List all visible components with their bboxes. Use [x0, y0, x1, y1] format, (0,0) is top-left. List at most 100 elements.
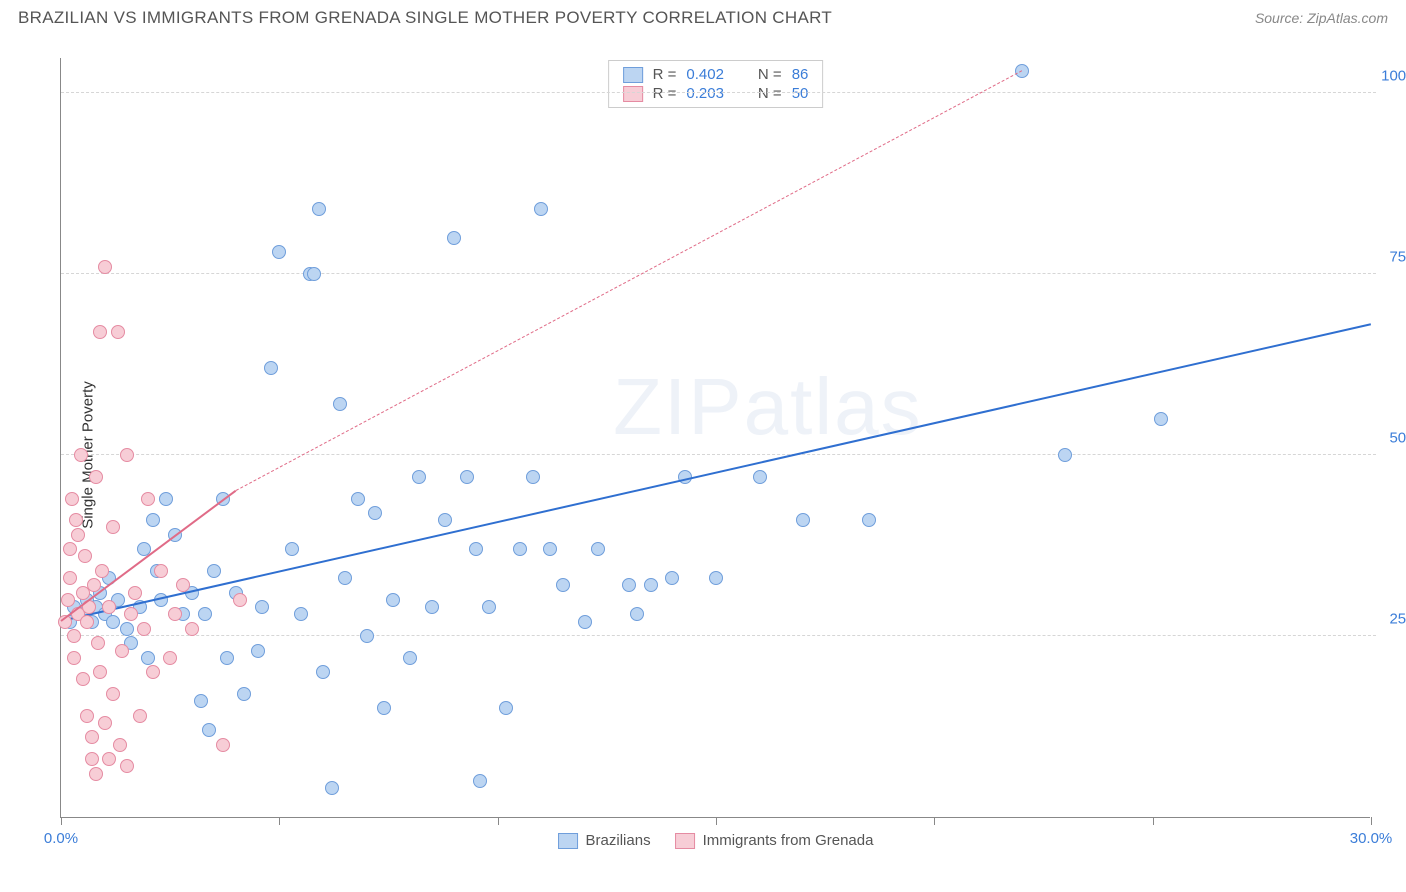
data-point — [78, 549, 92, 563]
data-point — [482, 600, 496, 614]
x-tick-label: 30.0% — [1350, 830, 1393, 847]
data-point — [120, 759, 134, 773]
legend-n-value: 50 — [792, 85, 809, 102]
data-point — [294, 607, 308, 621]
x-tick — [1371, 817, 1372, 825]
watermark: ZIPatlas — [613, 361, 922, 453]
data-point — [1058, 448, 1072, 462]
data-point — [124, 607, 138, 621]
data-point — [796, 513, 810, 527]
chart-container: Single Mother Poverty ZIPatlas R =0.402N… — [18, 40, 1388, 870]
data-point — [316, 665, 330, 679]
data-point — [591, 542, 605, 556]
data-point — [194, 694, 208, 708]
data-point — [95, 564, 109, 578]
legend-n-value: 86 — [792, 66, 809, 83]
data-point — [98, 716, 112, 730]
data-point — [98, 260, 112, 274]
data-point — [89, 470, 103, 484]
data-point — [665, 571, 679, 585]
data-point — [526, 470, 540, 484]
data-point — [264, 361, 278, 375]
data-point — [513, 542, 527, 556]
data-point — [168, 607, 182, 621]
legend-r-value: 0.203 — [686, 85, 724, 102]
plot-area: ZIPatlas R =0.402N =86R =0.203N =50 Braz… — [60, 58, 1370, 818]
data-point — [233, 593, 247, 607]
legend-r-value: 0.402 — [686, 66, 724, 83]
legend-swatch — [623, 86, 643, 102]
data-point — [438, 513, 452, 527]
data-point — [93, 665, 107, 679]
x-tick — [61, 817, 62, 825]
gridline-h — [61, 454, 1376, 455]
legend-swatch — [675, 833, 695, 849]
data-point — [377, 701, 391, 715]
data-point — [106, 615, 120, 629]
data-point — [93, 325, 107, 339]
data-point — [102, 752, 116, 766]
data-point — [154, 564, 168, 578]
data-point — [543, 542, 557, 556]
data-point — [133, 709, 147, 723]
data-point — [102, 600, 116, 614]
data-point — [146, 665, 160, 679]
data-point — [360, 629, 374, 643]
data-point — [285, 542, 299, 556]
legend-n-label: N = — [758, 85, 782, 102]
legend-swatch — [623, 67, 643, 83]
x-tick-label: 0.0% — [44, 830, 78, 847]
data-point — [65, 492, 79, 506]
legend-swatch — [558, 833, 578, 849]
data-point — [255, 600, 269, 614]
data-point — [89, 767, 103, 781]
data-point — [220, 651, 234, 665]
legend-correlation-row: R =0.203N =50 — [623, 84, 809, 103]
chart-title: BRAZILIAN VS IMMIGRANTS FROM GRENADA SIN… — [18, 8, 832, 28]
legend-series-label: Brazilians — [586, 832, 651, 849]
data-point — [120, 622, 134, 636]
data-point — [216, 738, 230, 752]
data-point — [499, 701, 513, 715]
y-tick-label: 75.0% — [1389, 249, 1406, 266]
data-point — [1154, 412, 1168, 426]
legend-correlation: R =0.402N =86R =0.203N =50 — [608, 60, 824, 108]
gridline-h — [61, 273, 1376, 274]
data-point — [425, 600, 439, 614]
data-point — [141, 651, 155, 665]
data-point — [76, 672, 90, 686]
data-point — [106, 687, 120, 701]
legend-correlation-row: R =0.402N =86 — [623, 65, 809, 84]
data-point — [386, 593, 400, 607]
gridline-h — [61, 92, 1376, 93]
source-attribution: Source: ZipAtlas.com — [1255, 10, 1388, 26]
data-point — [163, 651, 177, 665]
data-point — [63, 571, 77, 585]
data-point — [709, 571, 723, 585]
data-point — [141, 492, 155, 506]
data-point — [307, 267, 321, 281]
data-point — [237, 687, 251, 701]
gridline-h — [61, 635, 1376, 636]
watermark-right: atlas — [744, 362, 923, 451]
data-point — [622, 578, 636, 592]
data-point — [862, 513, 876, 527]
data-point — [137, 622, 151, 636]
legend-series: BraziliansImmigrants from Grenada — [558, 832, 874, 849]
data-point — [71, 528, 85, 542]
data-point — [403, 651, 417, 665]
header: BRAZILIAN VS IMMIGRANTS FROM GRENADA SIN… — [0, 0, 1406, 32]
data-point — [312, 202, 326, 216]
data-point — [630, 607, 644, 621]
data-point — [61, 593, 75, 607]
data-point — [159, 492, 173, 506]
legend-series-item: Brazilians — [558, 832, 651, 849]
data-point — [351, 492, 365, 506]
data-point — [74, 448, 88, 462]
data-point — [534, 202, 548, 216]
x-tick — [934, 817, 935, 825]
data-point — [91, 636, 105, 650]
x-tick — [498, 817, 499, 825]
data-point — [146, 513, 160, 527]
data-point — [67, 629, 81, 643]
